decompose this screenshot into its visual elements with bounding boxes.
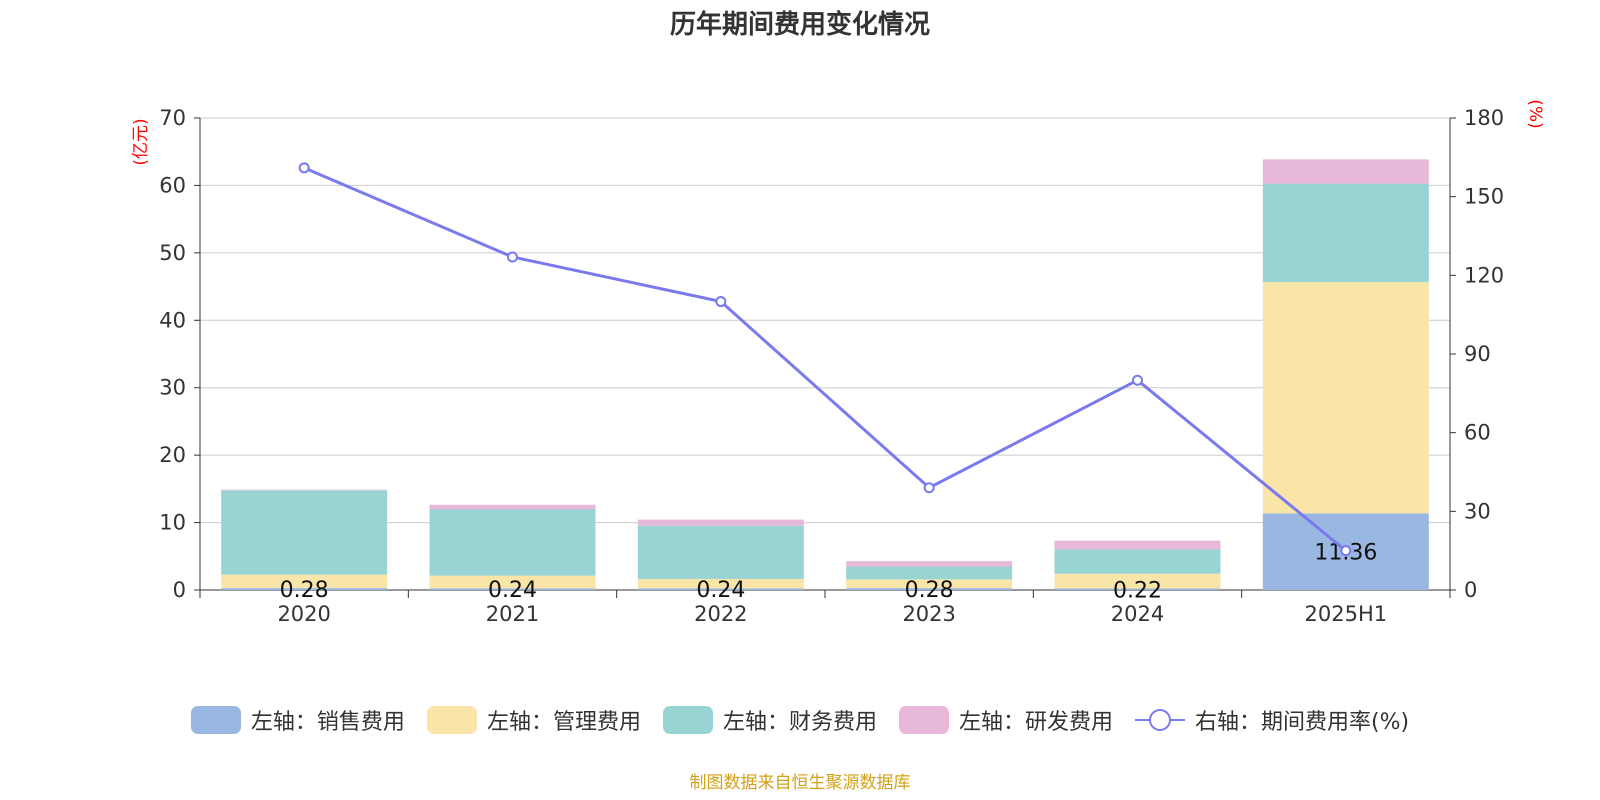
legend-label-sales: 左轴：销售费用 [250,710,405,735]
bar-segment-3 [846,561,1013,567]
legend-item-expense-rate[interactable]: 右轴：期间费用率(%) [1134,704,1410,736]
legend-item-rnd[interactable]: 左轴：研发费用 [898,704,1113,736]
legend-label-rnd: 左轴：研发费用 [958,710,1113,735]
legend-label-admin: 左轴：管理费用 [486,710,641,735]
bar-segment-2 [1054,549,1221,574]
legend-line-marker-icon [1134,709,1185,731]
right-tick-label: 120 [1464,263,1504,287]
right-tick-label: 90 [1464,342,1491,366]
bar-segment-0 [846,588,1013,590]
x-tick-label: 2021 [486,602,539,626]
x-tick-label: 2023 [902,602,955,626]
legend-swatch-rnd [898,706,949,734]
x-tick-label: 2022 [694,602,747,626]
legend-swatch-admin [426,706,477,734]
legend-label-expense-rate: 右轴：期间费用率(%) [1194,710,1410,735]
bar-segment-3 [1262,159,1429,184]
left-tick-label: 30 [159,376,186,400]
expense-rate-point [1132,374,1143,386]
bar-segment-1 [221,574,388,589]
bar-segment-2 [429,509,596,576]
legend-item-admin[interactable]: 左轴：管理费用 [426,704,641,736]
left-tick-label: 0 [173,578,186,602]
source-note: 制图数据来自恒生聚源数据库 [689,773,911,793]
expense-rate-point [715,296,727,308]
left-tick-label: 10 [159,511,186,535]
legend: 左轴：销售费用 左轴：管理费用 左轴：财务费用 左轴：研发费用 右轴：期间费用率… [0,704,1600,736]
bar-segment-1 [846,579,1013,589]
left-axis-unit-label: (亿元) [131,118,151,165]
bar-segment-2 [1262,183,1429,283]
right-tick-label: 180 [1464,106,1504,130]
right-tick-label: 60 [1464,421,1491,445]
bar-segment-1 [1054,573,1221,589]
expense-rate-point [507,251,518,263]
bar-segment-0 [221,588,388,590]
x-tick-label: 2024 [1111,602,1164,626]
left-tick-label: 70 [159,106,186,130]
bar-segment-3 [1054,540,1221,550]
legend-swatch-sales [190,706,241,734]
bar-segment-2 [637,525,804,579]
bar-data-label: 0.22 [1113,578,1162,603]
bar-segment-1 [1262,282,1429,514]
expense-rate-point [298,162,310,174]
bar-data-label: 0.24 [696,578,745,603]
right-tick-label: 150 [1464,185,1504,209]
bar-data-label: 0.28 [280,578,329,603]
expense-rate-point [923,482,935,494]
bar-segment-3 [637,519,804,526]
bar-segment-2 [221,490,388,575]
right-tick-label: 30 [1464,499,1491,523]
expense-rate-line [303,166,1347,552]
x-tick-label: 2020 [277,602,330,626]
chart-title: 历年期间费用变化情况 [669,10,930,40]
bar-data-label: 0.24 [488,578,537,603]
bar-segment-3 [221,489,388,491]
x-tick-label: 2025H1 [1305,602,1388,626]
left-tick-label: 40 [159,308,186,332]
bar-segment-3 [429,504,596,510]
bar-segment-0 [637,588,804,590]
bar-segment-0 [429,588,596,590]
left-tick-label: 50 [159,241,186,265]
left-tick-label: 20 [159,443,186,467]
bar-segment-1 [429,575,596,589]
right-tick-label: 0 [1464,578,1477,602]
right-axis-unit-label: (%) [1525,99,1545,128]
legend-swatch-finance [662,706,713,734]
legend-item-sales[interactable]: 左轴：销售费用 [190,704,405,736]
expense-rate-point [1340,545,1352,557]
legend-label-finance: 左轴：财务费用 [722,710,877,735]
legend-item-finance[interactable]: 左轴：财务费用 [662,704,877,736]
left-tick-label: 60 [159,173,186,197]
bar-segment-1 [637,578,804,589]
bar-segment-2 [846,566,1013,580]
bar-data-label: 0.28 [905,578,954,603]
bar-segment-0 [1054,588,1221,590]
